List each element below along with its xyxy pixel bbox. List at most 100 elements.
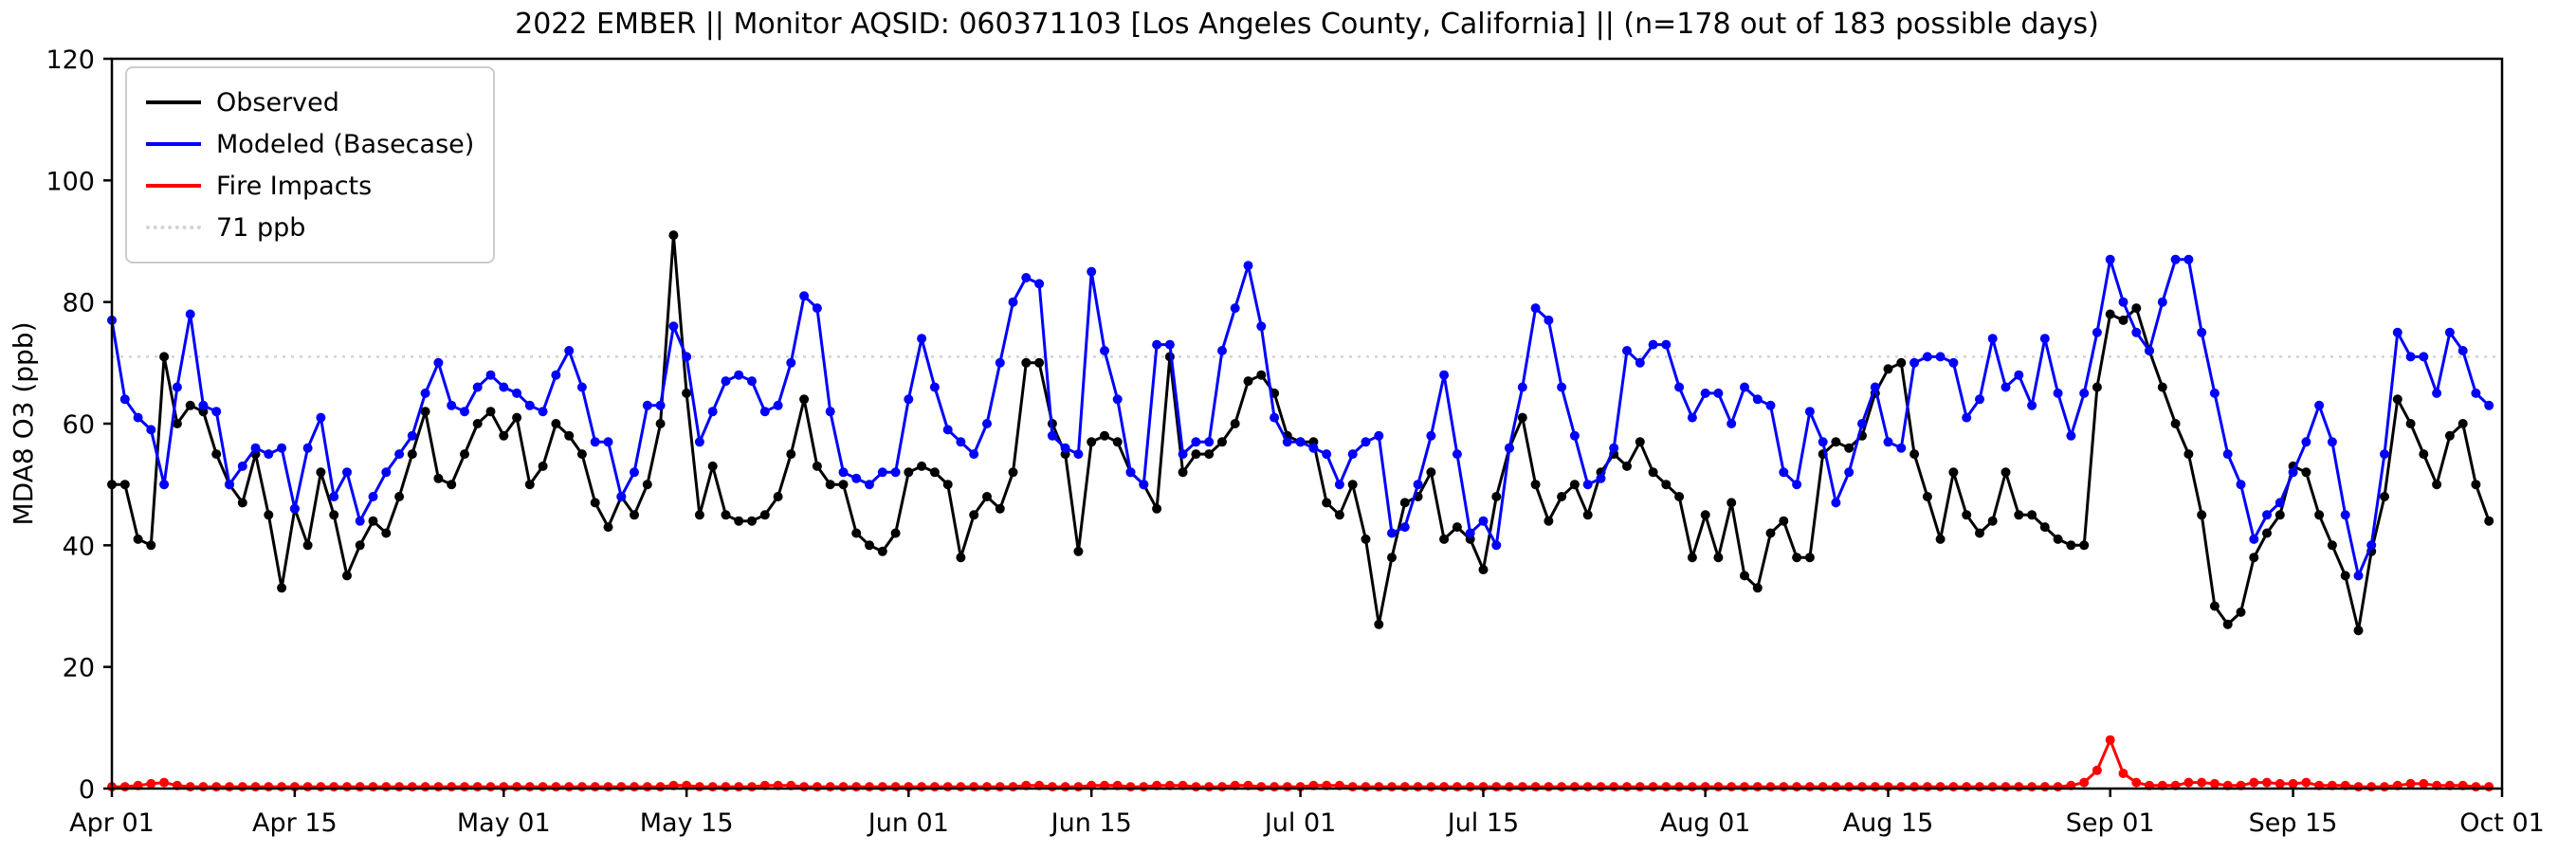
series-marker-modeled-basecase — [2392, 327, 2402, 337]
series-marker-observed — [2131, 303, 2142, 314]
series-marker-observed — [2001, 467, 2011, 478]
series-marker-observed — [2039, 522, 2050, 533]
series-marker-modeled-basecase — [485, 370, 496, 380]
series-marker-fire-impacts — [1752, 782, 1763, 792]
series-marker-modeled-basecase — [2092, 327, 2102, 337]
y-tick-label: 20 — [63, 654, 95, 683]
series-marker-modeled-basecase — [447, 400, 457, 410]
series-marker-fire-impacts — [368, 782, 378, 792]
series-marker-observed — [2118, 315, 2128, 325]
series-marker-modeled-basecase — [1230, 303, 1240, 314]
series-marker-fire-impacts — [1779, 782, 1789, 792]
series-marker-fire-impacts — [1648, 782, 1658, 792]
series-marker-observed — [1230, 419, 1240, 428]
series-marker-fire-impacts — [2288, 778, 2298, 789]
series-marker-fire-impacts — [1439, 782, 1450, 792]
series-marker-observed — [551, 419, 561, 428]
series-marker-fire-impacts — [1204, 782, 1215, 792]
series-marker-modeled-basecase — [2157, 297, 2167, 307]
series-marker-modeled-basecase — [1700, 388, 1710, 398]
series-marker-fire-impacts — [159, 777, 170, 788]
series-marker-fire-impacts — [1622, 782, 1632, 792]
series-marker-observed — [1478, 565, 1489, 574]
series-marker-modeled-basecase — [982, 419, 992, 428]
series-marker-modeled-basecase — [668, 321, 679, 332]
series-marker-modeled-basecase — [1100, 346, 1109, 355]
series-marker-observed — [1361, 534, 1371, 544]
series-marker-modeled-basecase — [198, 400, 209, 410]
series-marker-fire-impacts — [2262, 777, 2272, 788]
series-marker-fire-impacts — [1818, 782, 1828, 792]
series-marker-fire-impacts — [407, 782, 417, 792]
series-marker-fire-impacts — [1557, 782, 1567, 792]
series-marker-modeled-basecase — [1622, 346, 1632, 355]
series-marker-fire-impacts — [302, 782, 313, 792]
series-marker-fire-impacts — [734, 782, 744, 792]
series-marker-fire-impacts — [146, 778, 156, 789]
series-marker-modeled-basecase — [1256, 321, 1267, 332]
series-marker-modeled-basecase — [289, 503, 300, 514]
series-marker-observed — [2275, 510, 2285, 520]
series-marker-fire-impacts — [982, 782, 992, 792]
series-marker-fire-impacts — [1191, 782, 1201, 792]
series-marker-fire-impacts — [472, 782, 483, 792]
series-marker-observed — [1034, 357, 1045, 368]
series-marker-fire-impacts — [1413, 782, 1423, 792]
series-marker-fire-impacts — [1857, 782, 1867, 792]
series-marker-fire-impacts — [1256, 782, 1267, 792]
series-marker-observed — [1962, 510, 1972, 520]
x-tick-label: Jul 15 — [1446, 808, 1520, 838]
series-marker-fire-impacts — [185, 782, 195, 792]
series-marker-modeled-basecase — [119, 394, 130, 405]
series-marker-modeled-basecase — [225, 480, 234, 490]
series-marker-fire-impacts — [2209, 778, 2220, 789]
series-marker-fire-impacts — [329, 782, 339, 792]
series-marker-modeled-basecase — [1374, 430, 1384, 441]
series-marker-modeled-basecase — [329, 492, 339, 501]
series-marker-modeled-basecase — [472, 382, 483, 392]
series-marker-modeled-basecase — [1975, 394, 1984, 405]
series-marker-modeled-basecase — [1125, 467, 1136, 478]
series-marker-observed — [2314, 510, 2325, 520]
series-marker-modeled-basecase — [2105, 254, 2115, 264]
y-axis-label: MDA8 O3 (ppb) — [8, 321, 39, 525]
series-marker-fire-impacts — [2471, 782, 2481, 792]
chart-title: 2022 EMBER || Monitor AQSID: 060371103 [… — [515, 8, 2099, 41]
series-marker-fire-impacts — [929, 782, 940, 792]
series-marker-modeled-basecase — [865, 480, 874, 490]
series-marker-modeled-basecase — [302, 443, 313, 453]
series-marker-observed — [2380, 492, 2389, 501]
series-marker-observed — [707, 461, 718, 471]
x-tick-label: Apr 15 — [252, 808, 338, 838]
series-marker-fire-impacts — [198, 782, 209, 792]
series-marker-observed — [302, 540, 313, 551]
series-marker-observed — [1008, 467, 1018, 478]
series-marker-modeled-basecase — [1243, 261, 1253, 271]
series-marker-fire-impacts — [1962, 782, 1972, 792]
series-marker-observed — [1452, 522, 1462, 533]
series-marker-fire-impacts — [2405, 778, 2416, 789]
x-tick-label: Oct 01 — [2459, 808, 2545, 838]
series-marker-modeled-basecase — [133, 412, 143, 423]
series-marker-fire-impacts — [616, 782, 627, 792]
series-marker-modeled-basecase — [1962, 412, 1972, 423]
series-marker-observed — [1387, 553, 1397, 563]
series-marker-modeled-basecase — [1530, 303, 1541, 314]
series-marker-fire-impacts — [1740, 782, 1749, 792]
series-marker-observed — [524, 480, 535, 490]
series-marker-observed — [1687, 553, 1697, 563]
series-marker-modeled-basecase — [1517, 382, 1527, 392]
series-marker-modeled-basecase — [799, 291, 810, 301]
series-marker-observed — [1635, 437, 1645, 447]
series-marker-modeled-basecase — [2314, 400, 2325, 410]
series-marker-modeled-basecase — [1491, 540, 1502, 551]
series-marker-modeled-basecase — [1948, 357, 1959, 368]
legend-label-fire: Fire Impacts — [216, 171, 373, 201]
series-marker-observed — [1087, 437, 1097, 447]
series-marker-observed — [1726, 498, 1737, 508]
series-marker-modeled-basecase — [381, 467, 392, 478]
legend-item-modeled: Modeled (Basecase) — [146, 123, 474, 165]
series-marker-modeled-basecase — [394, 449, 405, 460]
